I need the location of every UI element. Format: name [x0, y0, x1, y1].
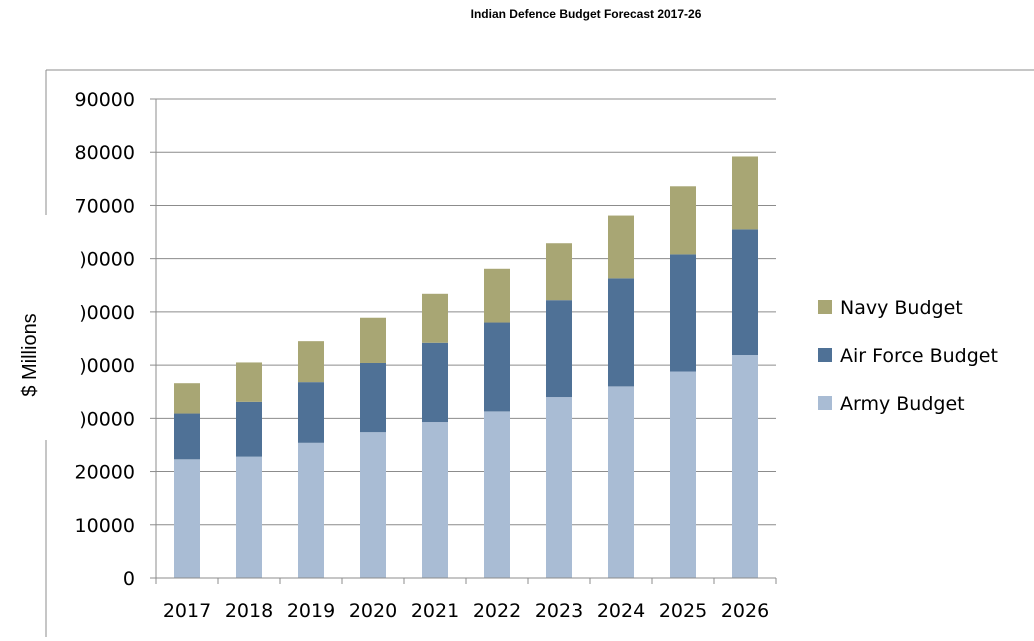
chart-frame — [45, 69, 1034, 637]
bar-navy-budget-2017 — [174, 383, 200, 414]
x-tick-label: 2018 — [225, 600, 273, 622]
chart-title: Indian Defence Budget Forecast 2017-26 — [471, 7, 702, 21]
y-tick-labels: 0 10000 20000 )0000 )0000 )0000 )0000 70000 8000… — [75, 89, 135, 590]
legend-label-army-budget: Army Budget — [840, 393, 965, 415]
legend: Navy Budget Air Force Budget Army Budget — [818, 297, 998, 415]
legend-swatch-army-budget — [818, 396, 832, 410]
legend-label-navy-budget: Navy Budget — [840, 297, 963, 319]
bar-army-budget-2024 — [608, 386, 634, 578]
bar-army-budget-2022 — [484, 411, 510, 578]
bar-army-budget-2019 — [298, 442, 324, 578]
bar-army-budget-2020 — [360, 432, 386, 578]
y-axis-label: $ Millions — [19, 313, 41, 396]
bar-army-budget-2021 — [422, 422, 448, 578]
y-tick-label: 20000 — [75, 462, 135, 484]
bar-navy-budget-2022 — [484, 268, 510, 323]
bar-navy-budget-2021 — [422, 293, 448, 343]
bar-navy-budget-2026 — [732, 156, 758, 230]
x-tick-label: 2024 — [597, 600, 645, 622]
y-tick-label: )0000 — [79, 408, 135, 430]
bar-air-force-budget-2025 — [670, 254, 696, 372]
bar-air-force-budget-2026 — [732, 229, 758, 355]
x-tick-label: 2025 — [659, 600, 707, 622]
x-tick-label: 2026 — [721, 600, 769, 622]
bar-air-force-budget-2022 — [484, 322, 510, 412]
bar-air-force-budget-2024 — [608, 278, 634, 387]
bar-air-force-budget-2021 — [422, 342, 448, 423]
x-tick-label: 2023 — [535, 600, 583, 622]
bars — [174, 156, 758, 578]
y-tick-label: 10000 — [75, 515, 135, 537]
x-tick-label: 2017 — [163, 600, 211, 622]
bar-army-budget-2017 — [174, 459, 200, 578]
bar-navy-budget-2025 — [670, 186, 696, 255]
bar-navy-budget-2020 — [360, 317, 386, 363]
x-tick-labels: 2017 2018 2019 2020 2021 2022 2023 2024 2025 2026 — [163, 600, 769, 622]
bar-air-force-budget-2017 — [174, 413, 200, 460]
bar-navy-budget-2024 — [608, 215, 634, 279]
y-tick-label: )0000 — [79, 355, 135, 377]
legend-swatch-navy-budget — [818, 300, 832, 314]
bar-army-budget-2023 — [546, 397, 572, 578]
bar-army-budget-2018 — [236, 456, 262, 578]
bar-air-force-budget-2023 — [546, 300, 572, 398]
axes — [150, 98, 777, 584]
bar-air-force-budget-2020 — [360, 362, 386, 433]
x-tick-label: 2020 — [349, 600, 397, 622]
bar-navy-budget-2023 — [546, 243, 572, 301]
y-tick-label: )0000 — [79, 249, 135, 271]
x-tick-label: 2022 — [473, 600, 521, 622]
y-tick-label: 0 — [123, 568, 135, 590]
y-tick-label: 80000 — [75, 142, 135, 164]
bar-army-budget-2025 — [670, 371, 696, 578]
x-tick-label: 2021 — [411, 600, 459, 622]
bar-army-budget-2026 — [732, 354, 758, 578]
y-tick-label: )0000 — [79, 302, 135, 324]
x-tick-label: 2019 — [287, 600, 335, 622]
y-tick-label: 90000 — [75, 89, 135, 111]
legend-label-air-force-budget: Air Force Budget — [840, 345, 998, 367]
bar-air-force-budget-2019 — [298, 382, 324, 443]
bar-air-force-budget-2018 — [236, 401, 262, 457]
bar-navy-budget-2019 — [298, 341, 324, 383]
legend-swatch-air-force-budget — [818, 348, 832, 362]
bar-navy-budget-2018 — [236, 362, 262, 402]
y-tick-label: 70000 — [75, 195, 135, 217]
